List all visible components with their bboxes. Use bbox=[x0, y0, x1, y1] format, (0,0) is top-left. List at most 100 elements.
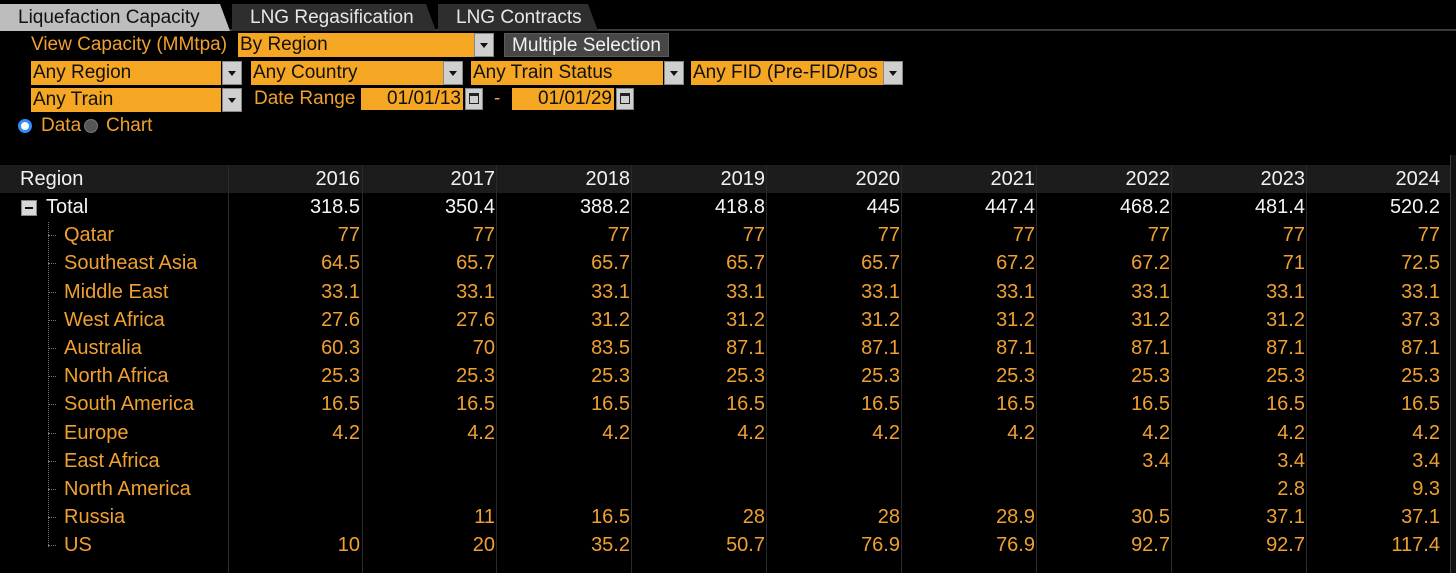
total-row-label: Total bbox=[46, 196, 89, 218]
table-cell: 87.1 bbox=[726, 337, 765, 359]
tab-lng-contracts[interactable]: LNG Contracts bbox=[438, 4, 598, 31]
table-cell bbox=[364, 447, 497, 475]
table-cell: 65.7 bbox=[591, 252, 630, 275]
year-column-header[interactable]: 2018 bbox=[585, 168, 631, 190]
table-cell: 25.3 bbox=[591, 365, 630, 388]
column-divider bbox=[631, 165, 632, 573]
total-value-cell: 350.4 bbox=[444, 196, 495, 218]
year-column-header[interactable]: 2023 bbox=[1260, 168, 1306, 190]
table-cell: 71 bbox=[1282, 252, 1305, 275]
table-cell: 16.5 bbox=[591, 393, 630, 416]
table-cell: 25.3 bbox=[456, 365, 495, 388]
tree-branch bbox=[48, 319, 56, 322]
table-cell bbox=[230, 475, 362, 503]
table-cell: 67.2 bbox=[1131, 252, 1170, 275]
total-value-cell: 388.2 bbox=[579, 196, 630, 218]
table-cell: 77 bbox=[607, 224, 630, 247]
table-cell: 60.3 bbox=[321, 337, 360, 359]
region-row-label: US bbox=[64, 534, 92, 557]
table-cell: 87.1 bbox=[1401, 337, 1440, 359]
fid-dropdown-arrow-icon[interactable] bbox=[883, 61, 903, 85]
table-cell bbox=[230, 447, 362, 475]
table-cell: 33.1 bbox=[726, 280, 765, 303]
year-column-header[interactable]: 2017 bbox=[450, 168, 496, 190]
date-from-input[interactable]: 01/01/13 bbox=[361, 88, 463, 110]
region-row-label: Middle East bbox=[64, 280, 169, 303]
region-row-label: Australia bbox=[64, 337, 142, 359]
chart-radio-label[interactable]: Chart bbox=[106, 115, 153, 136]
tab-liquefaction-capacity[interactable]: Liquefaction Capacity bbox=[0, 4, 230, 31]
tree-branch bbox=[48, 376, 56, 378]
total-value-cell: 520.2 bbox=[1389, 196, 1440, 218]
train-status-dropdown-arrow-icon[interactable] bbox=[664, 61, 684, 85]
table-cell: 4.2 bbox=[467, 421, 495, 444]
table-cell: 92.7 bbox=[1266, 534, 1305, 557]
year-column-header[interactable]: 2020 bbox=[855, 168, 901, 190]
year-column-header[interactable]: 2019 bbox=[720, 168, 766, 190]
region-column-header[interactable]: Region bbox=[20, 168, 84, 190]
table-cell: 4.2 bbox=[1412, 421, 1440, 444]
year-column-header[interactable]: 2016 bbox=[315, 168, 361, 190]
table-cell: 3.4 bbox=[1277, 449, 1305, 472]
table-cell: 4.2 bbox=[872, 421, 900, 444]
region-filter-dropdown[interactable]: Any Region bbox=[31, 61, 221, 85]
date-to-input[interactable]: 01/01/29 bbox=[512, 88, 614, 110]
date-range-separator: - bbox=[494, 88, 501, 109]
country-filter-dropdown[interactable]: Any Country bbox=[251, 61, 443, 85]
table-cell: 117.4 bbox=[1391, 534, 1440, 557]
table-cell: 11 bbox=[474, 506, 495, 529]
table-cell bbox=[1038, 475, 1172, 503]
table-cell bbox=[498, 447, 632, 475]
table-cell: 31.2 bbox=[726, 308, 765, 331]
calendar-from-icon[interactable] bbox=[465, 88, 483, 110]
table-cell: 92.7 bbox=[1131, 534, 1170, 557]
train-dropdown-arrow-icon[interactable] bbox=[222, 88, 242, 112]
collapse-total-icon[interactable] bbox=[21, 200, 37, 216]
column-divider bbox=[1306, 165, 1307, 573]
train-filter-dropdown[interactable]: Any Train bbox=[31, 88, 221, 112]
column-divider bbox=[1171, 165, 1172, 573]
total-value-cell: 318.5 bbox=[309, 196, 360, 218]
calendar-to-icon[interactable] bbox=[616, 88, 634, 110]
data-radio-label[interactable]: Data bbox=[41, 115, 82, 136]
column-divider bbox=[362, 165, 363, 573]
vertical-scrollbar[interactable] bbox=[1450, 155, 1456, 573]
tab-lng-regasification[interactable]: LNG Regasification bbox=[232, 4, 436, 31]
table-cell bbox=[498, 475, 632, 503]
table-cell bbox=[768, 447, 902, 475]
region-row-label: South America bbox=[64, 393, 195, 416]
tree-branch bbox=[48, 545, 56, 547]
table-cell: 87.1 bbox=[1266, 337, 1305, 359]
table-cell: 65.7 bbox=[726, 252, 765, 275]
table-cell: 31.2 bbox=[996, 308, 1035, 331]
table-cell: 16.5 bbox=[996, 393, 1035, 416]
table-cell: 33.1 bbox=[1131, 280, 1170, 303]
year-column-header[interactable]: 2022 bbox=[1125, 168, 1171, 190]
table-header bbox=[0, 165, 1456, 193]
table-cell bbox=[903, 447, 1037, 475]
country-dropdown-arrow-icon[interactable] bbox=[443, 61, 463, 85]
table-cell bbox=[903, 475, 1037, 503]
table-cell: 37.3 bbox=[1401, 308, 1440, 331]
view-capacity-dropdown[interactable]: By Region bbox=[238, 33, 474, 57]
table-cell: 31.2 bbox=[861, 308, 900, 331]
region-row-label: Russia bbox=[64, 506, 126, 529]
chart-radio-button[interactable] bbox=[84, 119, 98, 133]
fid-filter-dropdown[interactable]: Any FID (Pre-FID/Pos bbox=[691, 61, 883, 85]
table-cell: 33.1 bbox=[1401, 280, 1440, 303]
year-column-header[interactable]: 2021 bbox=[990, 168, 1036, 190]
tree-branch bbox=[48, 489, 56, 491]
table-cell: 87.1 bbox=[996, 337, 1035, 359]
table-cell: 77 bbox=[472, 224, 495, 247]
table-cell: 4.2 bbox=[737, 421, 765, 444]
region-dropdown-arrow-icon[interactable] bbox=[222, 61, 242, 85]
table-cell: 28 bbox=[742, 506, 765, 529]
table-cell: 77 bbox=[1147, 224, 1170, 247]
view-capacity-dropdown-arrow-icon[interactable] bbox=[474, 33, 494, 57]
data-radio-button[interactable] bbox=[18, 119, 32, 133]
year-column-header[interactable]: 2024 bbox=[1395, 168, 1441, 190]
table-cell: 27.6 bbox=[456, 308, 495, 331]
train-status-filter-dropdown[interactable]: Any Train Status bbox=[471, 61, 663, 85]
multiple-selection-button[interactable]: Multiple Selection bbox=[504, 33, 669, 57]
tab-bar: Liquefaction Capacity LNG Regasification… bbox=[0, 0, 1456, 31]
